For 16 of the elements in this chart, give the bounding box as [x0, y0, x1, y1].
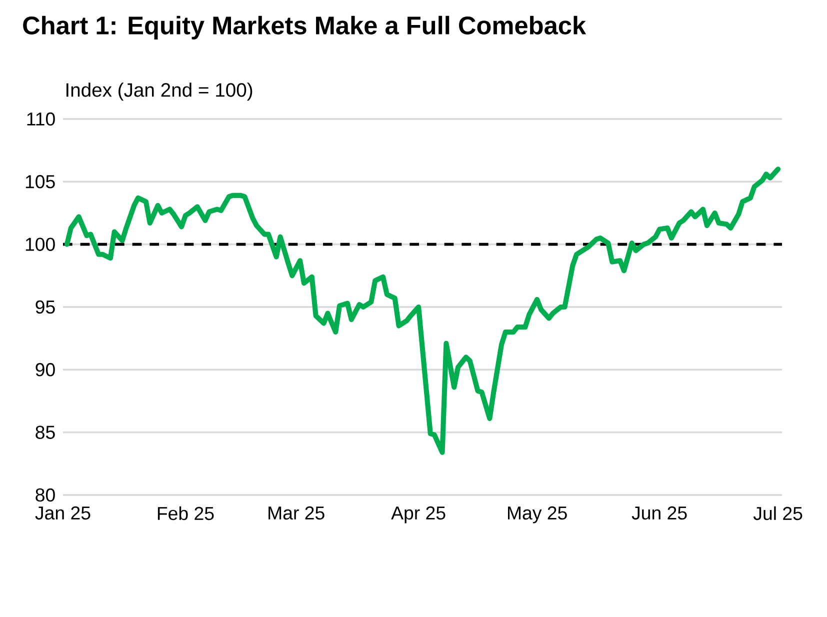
y-tick-label: 90 — [36, 363, 55, 376]
x-tick-label: Feb 25 — [158, 506, 214, 520]
x-tick-label: Jun 25 — [632, 506, 687, 520]
y-tick-label: 85 — [36, 426, 55, 439]
y-tick-label: 95 — [36, 300, 55, 314]
y-tick-label: 105 — [26, 175, 55, 188]
x-tick-label: May 25 — [508, 506, 567, 524]
y-tick-label: 110 — [27, 112, 55, 126]
x-tick-label: Jul 25 — [753, 506, 802, 520]
y-axis-title: Index (Jan 2nd = 100) — [66, 82, 252, 101]
x-tick-label: Apr 25 — [391, 506, 446, 524]
chart-title: Chart 1: Equity Markets Make a Full Comeback — [23, 16, 586, 40]
y-tick-label: 100 — [26, 238, 55, 251]
x-tick-label: Mar 25 — [268, 506, 324, 520]
y-tick-label: 80 — [36, 488, 55, 502]
x-tick-label: Jan 25 — [35, 506, 90, 520]
